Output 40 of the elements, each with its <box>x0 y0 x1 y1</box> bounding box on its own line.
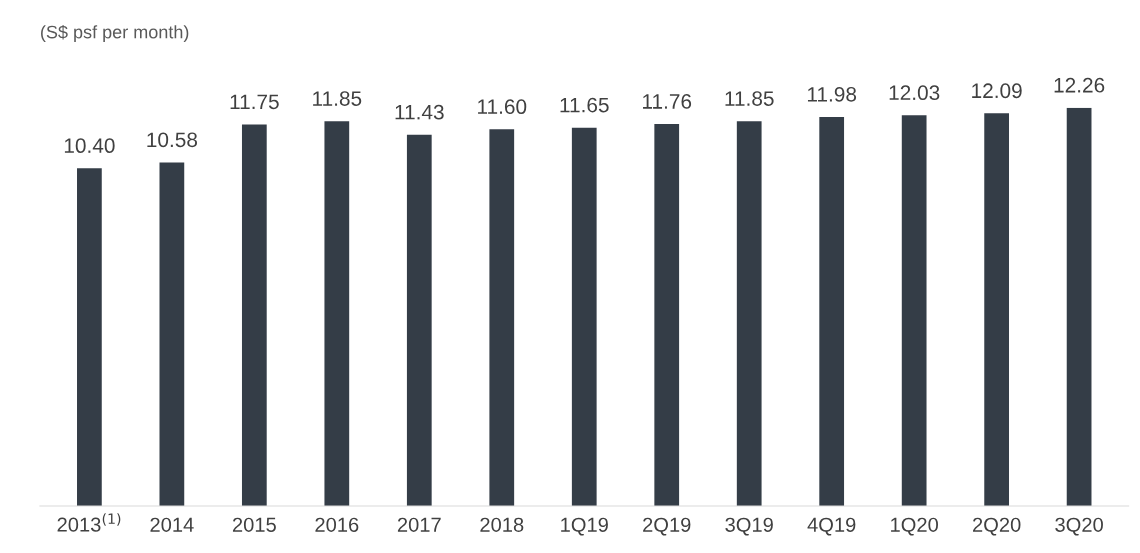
data-label: 11.65 <box>560 97 609 113</box>
bar <box>901 115 927 506</box>
x-tick-label: 3Q19 <box>725 517 773 536</box>
bar <box>571 127 597 506</box>
bar <box>406 134 432 506</box>
x-tick-label: 2016 <box>315 517 359 532</box>
bar <box>324 121 350 506</box>
bar <box>77 168 102 506</box>
x-tick-label: 1Q19 <box>561 517 608 536</box>
x-tick-label: 2018 <box>480 517 524 532</box>
data-label: 11.85 <box>313 91 362 106</box>
data-label: 11.75 <box>230 94 279 110</box>
data-label: 11.43 <box>395 104 444 120</box>
bar <box>736 121 762 506</box>
data-label: 11.85 <box>725 91 774 106</box>
chart-title: (S$ psf per month) <box>41 24 189 42</box>
x-tick-label: 3Q20 <box>1055 517 1103 536</box>
data-label: 11.76 <box>643 94 692 109</box>
data-label: 11.98 <box>807 86 857 102</box>
data-label: 12.03 <box>889 85 940 101</box>
data-label: 12.09 <box>972 83 1022 99</box>
x-tick-label: 2Q19 <box>643 517 691 536</box>
bar <box>159 162 185 506</box>
x-tick-label: 2014 <box>150 517 194 532</box>
data-label: 10.40 <box>64 138 115 154</box>
bar <box>819 116 845 506</box>
data-label: 10.58 <box>147 132 198 148</box>
x-tick-label: 2017 <box>397 517 441 532</box>
data-label: 11.60 <box>478 99 527 115</box>
x-tick-label: 1Q20 <box>891 517 939 536</box>
bar <box>489 129 515 506</box>
bar <box>1066 107 1092 506</box>
x-tick-label: 2015 <box>232 517 276 532</box>
data-label: 12.26 <box>1054 77 1105 93</box>
x-tick-label: 2013$^{(1)}$ <box>57 513 121 532</box>
x-tick-label: 4Q19 <box>807 517 856 536</box>
bar <box>654 124 680 506</box>
bar <box>984 113 1010 506</box>
bar <box>241 124 267 506</box>
x-tick-label: 2Q20 <box>973 517 1021 536</box>
